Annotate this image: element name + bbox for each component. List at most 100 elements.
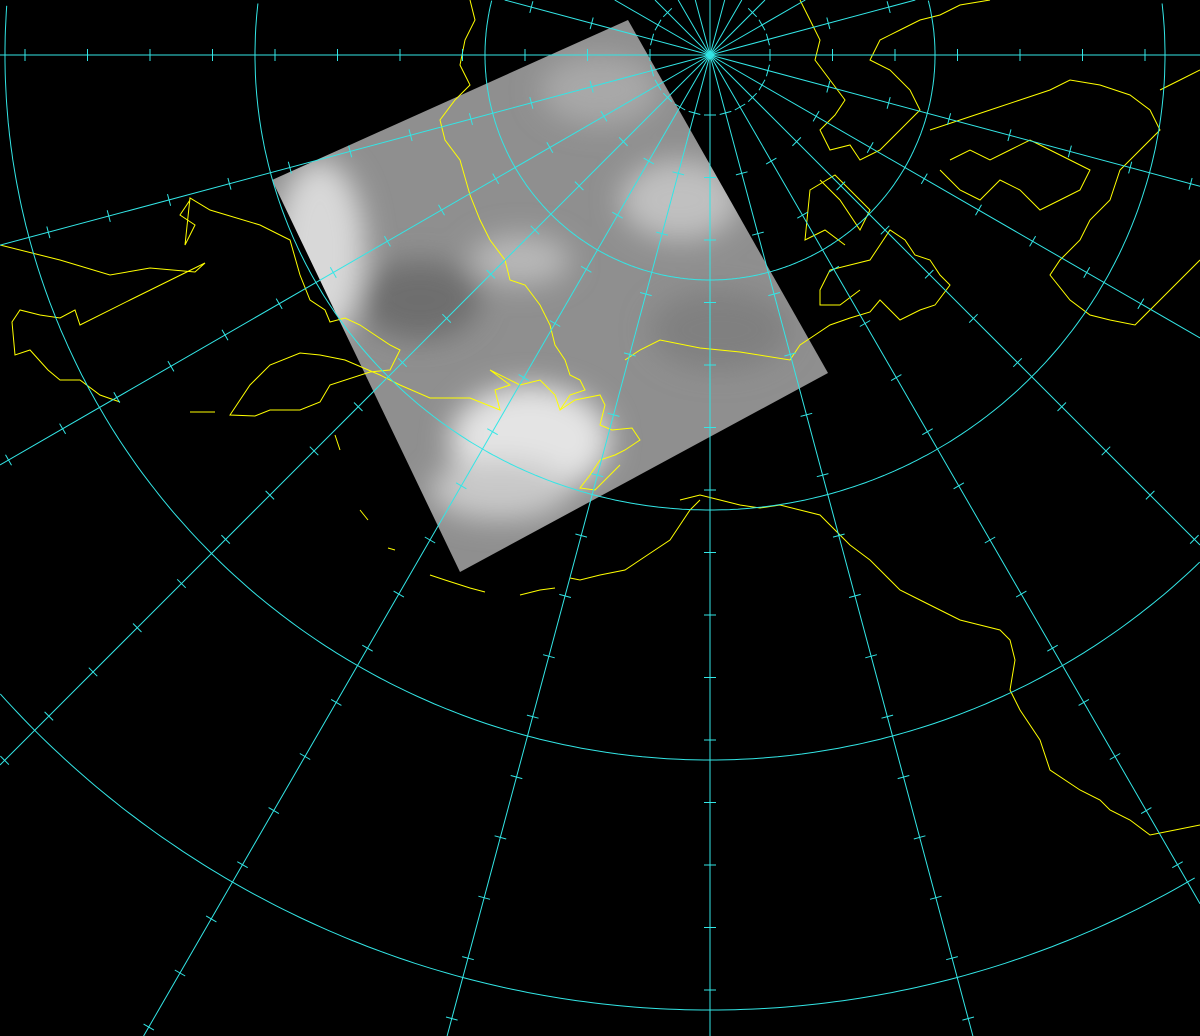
- meridian-tick: [765, 157, 777, 165]
- meridian-tick: [205, 915, 217, 923]
- meridian-line: [709, 0, 916, 56]
- meridian-tick: [5, 454, 12, 466]
- meridian-tick: [654, 79, 662, 91]
- meridian-tick: [268, 807, 280, 815]
- cloud-band: [430, 460, 570, 520]
- meridian-tick: [654, 19, 662, 31]
- meridian-tick: [510, 775, 523, 780]
- meridian-tick: [549, 320, 561, 327]
- meridian-tick: [46, 226, 51, 239]
- meridian-tick: [816, 473, 829, 478]
- meridian-tick: [176, 578, 187, 589]
- meridian-tick: [529, 1, 534, 14]
- meridian-tick: [962, 1016, 975, 1021]
- coastline-aleutians: [429, 574, 486, 593]
- coastline-archipelago: [804, 174, 871, 246]
- coastline-archipelago: [799, 0, 991, 161]
- coastline-canada-arctic: [624, 229, 951, 361]
- meridian-tick: [735, 171, 748, 176]
- meridian-tick: [445, 1016, 458, 1021]
- meridian-line: [709, 0, 766, 56]
- meridian-line: [709, 54, 1200, 546]
- coastline-islands-small: [334, 434, 341, 451]
- meridian-line: [694, 0, 711, 56]
- latitude-circle: [1161, 3, 1166, 55]
- clear-area: [650, 290, 790, 370]
- meridian-line: [0, 54, 711, 766]
- meridian-tick: [946, 956, 958, 961]
- meridian-tick: [591, 473, 604, 478]
- meridian-tick: [362, 644, 373, 652]
- meridian-tick: [486, 269, 496, 279]
- meridian-tick: [800, 412, 813, 417]
- meridian-tick: [758, 79, 766, 91]
- meridian-tick: [747, 92, 758, 103]
- meridian-tick: [765, 64, 770, 77]
- meridian-tick: [442, 313, 452, 323]
- meridian-tick: [462, 956, 474, 961]
- meridian-line: [614, 0, 711, 56]
- meridian-tick: [784, 352, 797, 357]
- meridian-tick: [890, 374, 902, 382]
- cloud-band: [470, 235, 570, 285]
- meridian-tick: [438, 204, 445, 216]
- meridian-tick: [747, 7, 758, 18]
- meridian-tick: [529, 96, 534, 109]
- latitude-circle: [4, 5, 1200, 761]
- meridian-tick: [299, 753, 311, 760]
- meridian-tick: [612, 211, 623, 219]
- meridian-line: [0, 54, 711, 466]
- meridian-tick: [975, 204, 982, 216]
- meridian-tick: [662, 7, 673, 18]
- meridian-tick: [455, 482, 467, 490]
- meridian-tick: [424, 536, 436, 544]
- meridian-tick: [859, 320, 871, 327]
- meridian-tick: [221, 329, 229, 341]
- coastline-greenland: [929, 79, 1200, 326]
- coastline-islands-small: [387, 547, 396, 551]
- meridian-tick: [688, 110, 701, 115]
- meridian-tick: [309, 446, 319, 456]
- meridian-tick: [559, 593, 572, 598]
- meridian-tick: [59, 423, 67, 435]
- coastline-islands-small: [359, 509, 369, 521]
- meridian-tick: [330, 698, 342, 706]
- meridian-tick: [897, 775, 910, 780]
- meridian-tick: [826, 80, 831, 93]
- coastline-aleutians: [519, 587, 556, 596]
- meridian-tick: [478, 895, 491, 900]
- meridian-tick: [734, 103, 746, 111]
- meridian-tick: [947, 113, 952, 126]
- meridian-line: [654, 0, 711, 56]
- meridian-tick: [383, 235, 391, 247]
- coastline-alaska-west: [569, 499, 701, 581]
- meridian-tick: [589, 17, 594, 30]
- meridian-tick: [353, 402, 363, 412]
- meridian-tick: [886, 96, 891, 109]
- coastline-chukotka: [179, 0, 586, 417]
- meridian-line: [709, 0, 726, 56]
- meridian-tick: [221, 534, 231, 544]
- meridian-tick: [886, 1, 891, 14]
- meridian-tick: [929, 895, 942, 900]
- meridian-tick: [922, 428, 933, 436]
- meridian-tick: [174, 969, 186, 977]
- meridian-tick: [494, 835, 507, 840]
- meridian-tick: [1128, 161, 1133, 174]
- clear-area: [360, 260, 480, 340]
- meridian-tick: [1029, 235, 1037, 247]
- meridian-tick: [765, 33, 770, 46]
- meridian-line: [446, 54, 711, 1036]
- meridian-tick: [1078, 698, 1090, 706]
- meridian-tick: [167, 193, 172, 206]
- meridian-tick: [1109, 753, 1121, 760]
- meridian-line: [709, 54, 1200, 339]
- meridian-tick: [607, 412, 620, 417]
- meridian-tick: [487, 428, 498, 436]
- coastline-islands: [939, 139, 1091, 211]
- meridian-tick: [1172, 861, 1183, 869]
- meridian-tick: [526, 714, 539, 719]
- meridian-tick: [1007, 129, 1012, 142]
- meridian-line: [677, 0, 711, 56]
